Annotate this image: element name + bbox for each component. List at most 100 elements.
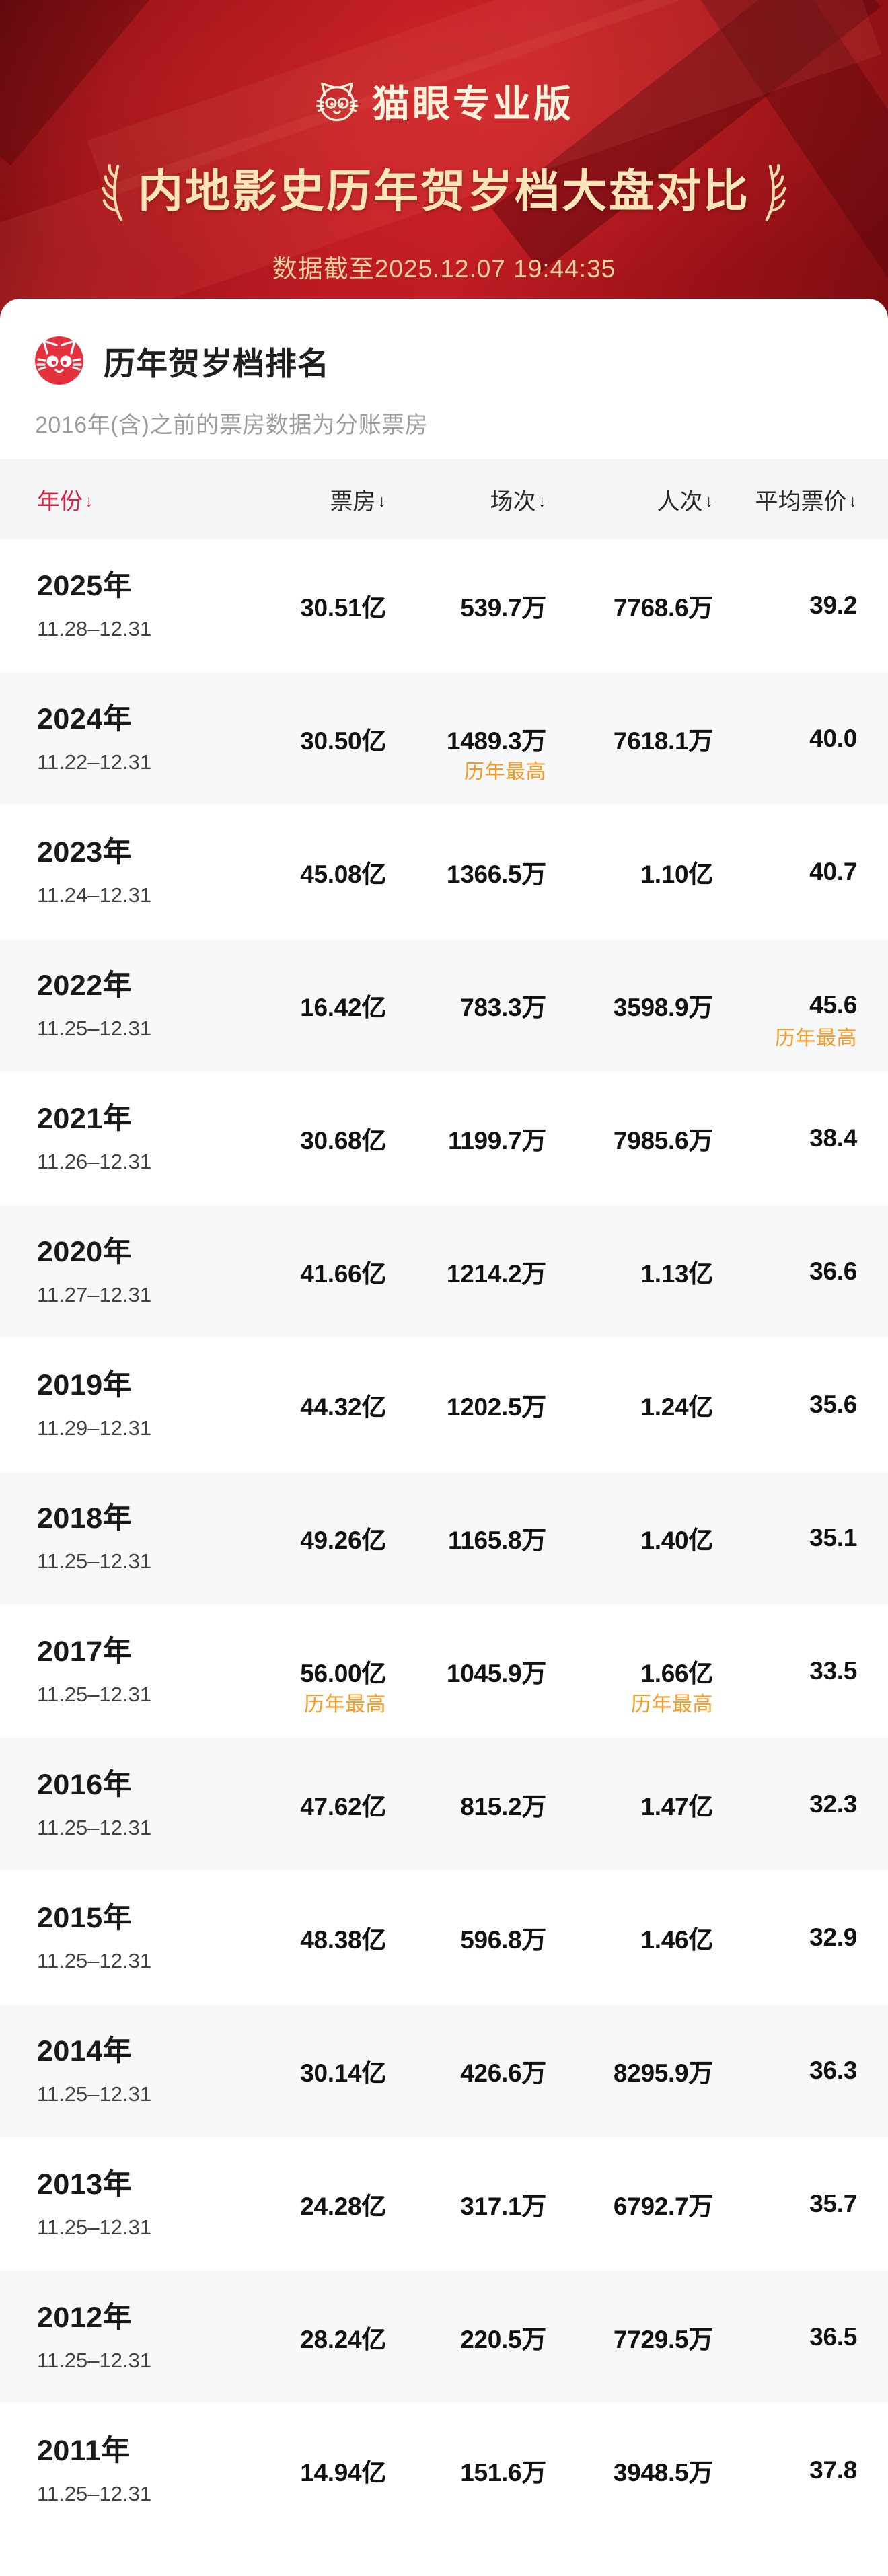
screenings-cell: 596.8万 xyxy=(386,1871,546,2004)
box-office-value: 24.28亿 xyxy=(300,2193,386,2220)
table-row[interactable]: 2022年 11.25–12.31 16.42亿 783.3万 3598.9万 … xyxy=(0,939,888,1072)
screenings-value: 1045.9万 xyxy=(446,1660,546,1687)
box-office-cell: 14.94亿 xyxy=(215,2404,386,2537)
card-cat-icon xyxy=(35,336,83,385)
box-office-value: 30.51亿 xyxy=(300,594,386,622)
avg-price-cell: 35.7 xyxy=(713,2137,857,2271)
row-date-range: 11.27–12.31 xyxy=(37,1283,152,1307)
admissions-cell: 8295.9万 xyxy=(546,2004,713,2137)
admissions-cell: 1.46亿 xyxy=(546,1871,713,2004)
screenings-value: 815.2万 xyxy=(460,1793,546,1820)
admissions-value: 1.47亿 xyxy=(640,1793,713,1820)
row-year: 2012年 xyxy=(37,2302,133,2334)
admissions-cell: 1.13亿 xyxy=(546,1205,713,1338)
admissions-cell: 7618.1万 xyxy=(546,672,713,805)
year-cell: 2024年 11.22–12.31 xyxy=(0,672,215,805)
box-office-value: 30.14亿 xyxy=(300,2059,386,2087)
table-row[interactable]: 2016年 11.25–12.31 47.62亿 815.2万 1.47亿 32… xyxy=(0,1738,888,1871)
best-ever-badge: 历年最高 xyxy=(304,1693,386,1716)
row-year: 2024年 xyxy=(37,703,133,735)
admissions-cell: 6792.7万 xyxy=(546,2137,713,2271)
ranking-card: 历年贺岁档排名 2016年(含)之前的票房数据为分账票房 年份 ↓ 票房 ↓ 场次 ↓… xyxy=(0,299,888,2575)
row-date-range: 11.25–12.31 xyxy=(37,1017,152,1040)
row-year: 2023年 xyxy=(37,836,133,869)
screenings-value: 539.7万 xyxy=(460,594,546,622)
avg-price-cell: 36.3 xyxy=(713,2004,857,2137)
screenings-value: 1214.2万 xyxy=(446,1260,546,1288)
table-row[interactable]: 2013年 11.25–12.31 24.28亿 317.1万 6792.7万 … xyxy=(0,2137,888,2271)
row-year: 2020年 xyxy=(37,1236,133,1268)
year-cell: 2012年 11.25–12.31 xyxy=(0,2271,215,2404)
box-office-cell: 44.32亿 xyxy=(215,1338,386,1471)
admissions-cell: 1.47亿 xyxy=(546,1738,713,1871)
screenings-cell: 1165.8万 xyxy=(386,1471,546,1605)
box-office-value: 47.62亿 xyxy=(300,1793,386,1820)
table-row[interactable]: 2025年 11.28–12.31 30.51亿 539.7万 7768.6万 … xyxy=(0,539,888,672)
admissions-cell: 1.66亿 历年最高 xyxy=(546,1605,713,1738)
column-header-box-office[interactable]: 票房 ↓ xyxy=(330,488,387,515)
admissions-value: 3948.5万 xyxy=(613,2459,713,2487)
row-date-range: 11.26–12.31 xyxy=(37,1150,152,1173)
avg-price-cell: 40.7 xyxy=(713,805,857,939)
screenings-value: 596.8万 xyxy=(460,1926,546,1954)
year-cell: 2025年 11.28–12.31 xyxy=(0,539,215,672)
avg-price-cell: 45.6 历年最高 xyxy=(713,939,857,1072)
table-row[interactable]: 2020年 11.27–12.31 41.66亿 1214.2万 1.13亿 3… xyxy=(0,1205,888,1338)
avg-price-value: 39.2 xyxy=(809,591,857,619)
admissions-cell: 1.40亿 xyxy=(546,1471,713,1605)
screenings-value: 783.3万 xyxy=(460,994,546,1021)
box-office-value: 45.08亿 xyxy=(300,860,386,888)
table-row[interactable]: 2012年 11.25–12.31 28.24亿 220.5万 7729.5万 … xyxy=(0,2271,888,2404)
year-cell: 2016年 11.25–12.31 xyxy=(0,1738,215,1871)
admissions-value: 1.24亿 xyxy=(640,1393,713,1421)
box-office-cell: 28.24亿 xyxy=(215,2271,386,2404)
column-header-avg-price[interactable]: 平均票价 ↓ xyxy=(755,488,858,515)
table-row[interactable]: 2023年 11.24–12.31 45.08亿 1366.5万 1.10亿 4… xyxy=(0,805,888,939)
screenings-cell: 783.3万 xyxy=(386,939,546,1072)
screenings-cell: 317.1万 xyxy=(386,2137,546,2271)
screenings-cell: 426.6万 xyxy=(386,2004,546,2137)
admissions-cell: 7729.5万 xyxy=(546,2271,713,2404)
column-header-admissions[interactable]: 人次 ↓ xyxy=(657,488,714,515)
brand-row: 猫眼专业版 xyxy=(0,0,888,128)
table-row[interactable]: 2015年 11.25–12.31 48.38亿 596.8万 1.46亿 32… xyxy=(0,1871,888,2004)
table-row[interactable]: 2021年 11.26–12.31 30.68亿 1199.7万 7985.6万… xyxy=(0,1072,888,1205)
year-cell: 2023年 11.24–12.31 xyxy=(0,805,215,939)
row-date-range: 11.22–12.31 xyxy=(37,750,152,774)
admissions-cell: 1.10亿 xyxy=(546,805,713,939)
row-date-range: 11.28–12.31 xyxy=(37,617,152,640)
year-cell: 2013年 11.25–12.31 xyxy=(0,2137,215,2271)
table-row[interactable]: 2019年 11.29–12.31 44.32亿 1202.5万 1.24亿 3… xyxy=(0,1338,888,1471)
row-date-range: 11.25–12.31 xyxy=(37,2215,152,2239)
avg-price-value: 35.1 xyxy=(809,1524,857,1551)
table-row[interactable]: 2017年 11.25–12.31 56.00亿 历年最高 1045.9万 1.… xyxy=(0,1605,888,1738)
box-office-cell: 30.50亿 xyxy=(215,672,386,805)
table-row[interactable]: 2014年 11.25–12.31 30.14亿 426.6万 8295.9万 … xyxy=(0,2004,888,2137)
row-date-range: 11.25–12.31 xyxy=(37,1949,152,1973)
box-office-value: 44.32亿 xyxy=(300,1393,386,1421)
box-office-cell: 30.14亿 xyxy=(215,2004,386,2137)
avg-price-value: 36.6 xyxy=(809,1257,857,1285)
column-header-screenings[interactable]: 场次 ↓ xyxy=(490,488,547,515)
sort-arrow-icon: ↓ xyxy=(377,492,387,511)
table-row[interactable]: 2011年 11.25–12.31 14.94亿 151.6万 3948.5万 … xyxy=(0,2404,888,2537)
row-year: 2022年 xyxy=(37,969,133,1002)
sort-arrow-icon: ↓ xyxy=(704,492,714,511)
avg-price-cell: 40.0 xyxy=(713,672,857,805)
avg-price-value: 38.4 xyxy=(809,1124,857,1152)
box-office-cell: 48.38亿 xyxy=(215,1871,386,2004)
table-row[interactable]: 2024年 11.22–12.31 30.50亿 1489.3万 历年最高 76… xyxy=(0,672,888,805)
row-year: 2011年 xyxy=(37,2435,131,2467)
avg-price-value: 36.5 xyxy=(809,2323,857,2351)
year-cell: 2011年 11.25–12.31 xyxy=(0,2404,215,2537)
row-date-range: 11.29–12.31 xyxy=(37,1416,152,1440)
avg-price-cell: 36.6 xyxy=(713,1205,857,1338)
table-row[interactable]: 2018年 11.25–12.31 49.26亿 1165.8万 1.40亿 3… xyxy=(0,1471,888,1605)
year-cell: 2020年 11.27–12.31 xyxy=(0,1205,215,1338)
row-date-range: 11.25–12.31 xyxy=(37,2082,152,2106)
screenings-cell: 1202.5万 xyxy=(386,1338,546,1471)
page-title: 内地影史历年贺岁档大盘对比 xyxy=(138,166,750,217)
card-title: 历年贺岁档排名 xyxy=(104,345,330,381)
avg-price-value: 35.6 xyxy=(809,1391,857,1418)
column-header-year[interactable]: 年份 ↓ xyxy=(37,488,94,515)
